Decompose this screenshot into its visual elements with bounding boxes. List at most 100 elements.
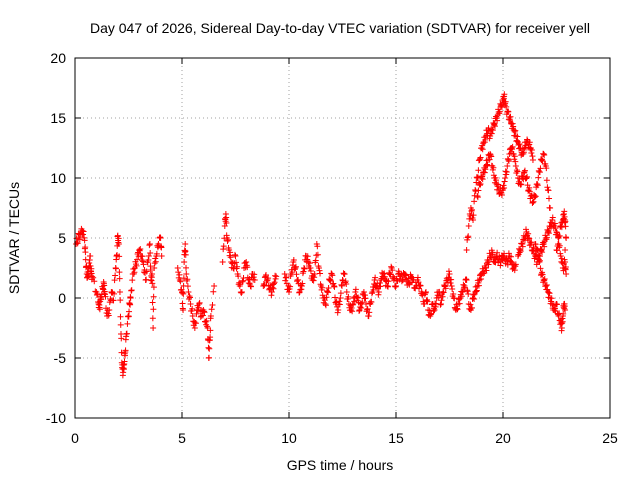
data-point	[343, 280, 350, 287]
data-point	[358, 304, 365, 311]
data-point	[463, 276, 470, 283]
data-point	[295, 276, 302, 283]
data-point	[488, 130, 495, 137]
data-point	[393, 283, 399, 289]
data-point	[501, 178, 508, 185]
data-point	[528, 147, 535, 154]
data-point	[139, 258, 146, 265]
data-point	[504, 108, 511, 115]
data-point	[136, 247, 143, 253]
data-point	[528, 149, 535, 156]
data-point	[517, 181, 524, 188]
data-point	[483, 267, 490, 274]
data-point	[459, 289, 466, 295]
data-point	[139, 253, 146, 260]
data-point	[239, 277, 246, 284]
data-point	[311, 274, 318, 281]
data-point	[503, 168, 510, 175]
data-point	[220, 246, 227, 253]
data-point	[514, 168, 521, 175]
data-point	[562, 263, 569, 270]
data-point	[541, 152, 548, 159]
data-point	[528, 239, 535, 246]
data-point	[293, 271, 300, 278]
data-point	[149, 280, 156, 287]
x-axis-label: GPS time / hours	[287, 457, 394, 473]
data-point	[493, 115, 500, 121]
data-point	[467, 301, 474, 308]
data-point	[447, 279, 454, 286]
data-point	[517, 247, 524, 253]
data-point	[517, 248, 524, 255]
data-point	[360, 289, 367, 295]
data-point	[269, 284, 276, 291]
data-point	[118, 335, 125, 342]
data-point	[377, 283, 384, 290]
data-point	[243, 259, 250, 265]
data-point	[251, 277, 258, 283]
data-point	[348, 305, 355, 312]
data-point	[122, 347, 129, 354]
data-point	[502, 175, 509, 181]
data-point	[250, 274, 257, 281]
data-point	[438, 297, 445, 304]
data-point	[473, 288, 480, 295]
data-point	[143, 268, 150, 275]
data-point	[150, 306, 157, 313]
data-point	[549, 214, 556, 221]
data-point	[458, 293, 465, 300]
data-point	[273, 273, 280, 280]
data-point	[494, 117, 501, 124]
data-point	[521, 169, 528, 175]
data-point	[541, 243, 548, 250]
x-tick-label: 0	[71, 430, 79, 446]
data-point	[271, 280, 278, 287]
data-point	[224, 238, 231, 245]
data-point	[185, 295, 192, 302]
data-point	[187, 301, 194, 307]
data-point	[530, 198, 537, 205]
data-point	[94, 290, 101, 297]
data-point	[484, 162, 491, 169]
data-point	[174, 265, 181, 271]
data-point	[307, 267, 314, 274]
data-point	[88, 270, 95, 277]
data-point	[480, 268, 487, 275]
data-point	[80, 231, 87, 238]
data-point	[183, 264, 190, 271]
data-point	[375, 289, 382, 295]
data-point	[332, 294, 339, 301]
data-point	[96, 306, 103, 313]
data-point	[97, 295, 104, 301]
data-point	[531, 194, 538, 201]
data-point	[555, 311, 562, 318]
data-point	[340, 270, 347, 277]
data-point	[563, 235, 570, 241]
data-point	[431, 307, 438, 313]
data-point	[505, 250, 512, 257]
data-point	[281, 271, 288, 277]
data-point	[502, 168, 509, 175]
data-point	[475, 279, 482, 286]
data-point	[524, 136, 531, 143]
data-point	[328, 271, 335, 277]
data-point	[292, 263, 299, 270]
data-point	[464, 287, 471, 294]
data-point	[538, 157, 545, 163]
data-point	[554, 301, 561, 308]
data-point	[525, 235, 532, 241]
data-point	[327, 276, 334, 283]
data-point	[127, 301, 134, 308]
data-point	[150, 284, 157, 291]
data-point	[507, 113, 514, 120]
data-point	[474, 193, 481, 199]
data-point	[448, 276, 455, 283]
data-point	[514, 133, 521, 140]
data-point	[196, 299, 203, 306]
data-point	[356, 308, 363, 315]
data-point	[247, 283, 254, 289]
data-point	[248, 283, 255, 290]
data-point	[296, 289, 303, 296]
data-point	[341, 271, 348, 277]
